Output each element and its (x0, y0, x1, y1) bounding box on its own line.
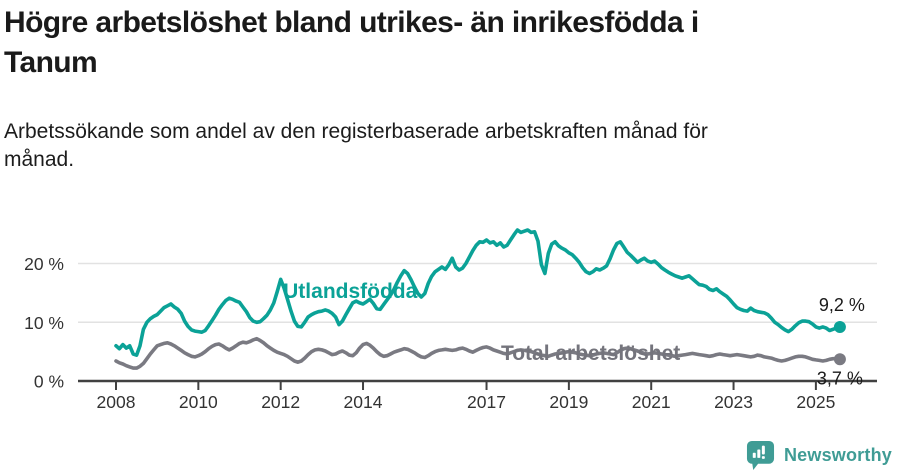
x-axis-tick-label: 2012 (261, 392, 300, 412)
x-axis-tick-label: 2014 (344, 392, 383, 412)
brand-name: Newsworthy (783, 445, 892, 465)
x-axis-tick-label: 2025 (796, 392, 835, 412)
chart-subtitle: Arbetssökande som andel av den registerb… (4, 118, 864, 174)
title-line-1: Högre arbetslöshet bland utrikes- än inr… (4, 6, 699, 39)
series-end-dot (833, 353, 846, 366)
newsworthy-logo-icon (746, 441, 775, 470)
subtitle-line-2: månad. (4, 148, 75, 171)
x-axis-tick-label: 2023 (714, 392, 753, 412)
title-line-2: Tanum (4, 46, 98, 79)
x-axis-tick-label: 2008 (97, 392, 136, 412)
series-label: Total arbetslöshet (501, 342, 680, 365)
series-end-dot (833, 320, 846, 333)
y-axis-tick-label: 10 % (24, 313, 64, 333)
y-axis-tick-label: 20 % (24, 254, 64, 274)
page-title: Högre arbetslöshet bland utrikes- än inr… (4, 3, 864, 83)
series-line (114, 336, 842, 370)
y-axis-tick-label: 0 % (34, 372, 64, 392)
series-end-value-label: 3,7 % (817, 368, 863, 388)
x-axis-tick-label: 2010 (179, 392, 218, 412)
x-axis-tick-label: 2019 (549, 392, 588, 412)
series-label: Utlandsfödda (283, 280, 417, 303)
series-end-value-label: 9,2 % (819, 295, 865, 315)
subtitle-line-1: Arbetssökande som andel av den registerb… (4, 120, 708, 143)
brand-footer: Newsworthy (746, 440, 892, 471)
x-axis-tick-label: 2021 (632, 392, 671, 412)
x-axis-tick-label: 2017 (467, 392, 506, 412)
series-line (114, 228, 842, 357)
